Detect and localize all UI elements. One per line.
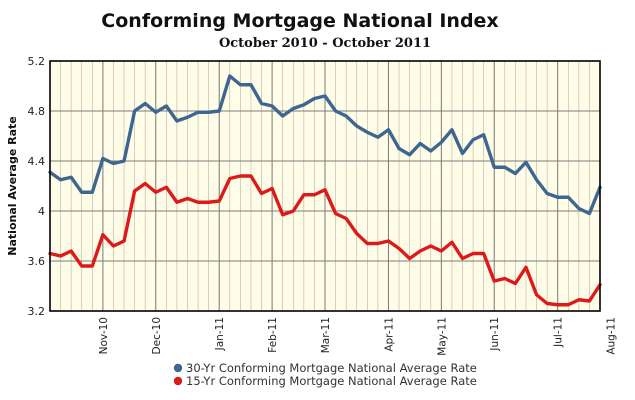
horizontal-gridlines (50, 110, 600, 262)
legend-marker-30yr (173, 363, 183, 373)
y-tick-labels: 3.2 3.6 4 4.4 4.8 5.2 (28, 55, 46, 318)
x-tick-label: Aug-11 (606, 317, 618, 355)
legend-marker-15yr (173, 376, 183, 386)
legend-label-15yr: 15-Yr Conforming Mortgage National Avera… (186, 374, 477, 388)
legend-label-30yr: 30-Yr Conforming Mortgage National Avera… (186, 361, 477, 375)
x-tick-label: May-11 (436, 317, 448, 356)
y-tick-label: 4.4 (28, 155, 46, 168)
x-tick-label: Feb-11 (267, 317, 279, 353)
x-tick-label: Nov-10 (98, 317, 110, 354)
x-tick-label: Dec-10 (151, 317, 163, 354)
x-tick-label: Jan-11 (214, 317, 226, 351)
series-line-30yr (48, 74, 602, 216)
plot-border (49, 60, 601, 312)
y-tick-label: 3.2 (28, 305, 46, 318)
x-tick-label: Mar-11 (320, 317, 332, 353)
chart-subtitle: October 2010 - October 2011 (219, 36, 431, 51)
series-lines (48, 74, 602, 307)
chart-title: Conforming Mortgage National Index (101, 10, 498, 32)
y-tick-label: 4.8 (28, 105, 46, 118)
legend: 30-Yr Conforming Mortgage National Avera… (173, 361, 477, 388)
x-tick-labels: Nov-10 Dec-10 Jan-11 Feb-11 Mar-11 Apr-11 May-… (98, 317, 618, 356)
x-tick-label: Apr-11 (383, 317, 395, 352)
y-axis-label: National Average Rate (6, 116, 19, 255)
series-line-15yr (48, 174, 602, 307)
x-tick-label: Jun-11 (489, 317, 501, 352)
y-tick-label: 4 (38, 205, 45, 218)
x-tick-label: Jul-11 (553, 317, 565, 348)
y-tick-label: 5.2 (28, 55, 46, 68)
y-tick-label: 3.6 (28, 255, 46, 268)
